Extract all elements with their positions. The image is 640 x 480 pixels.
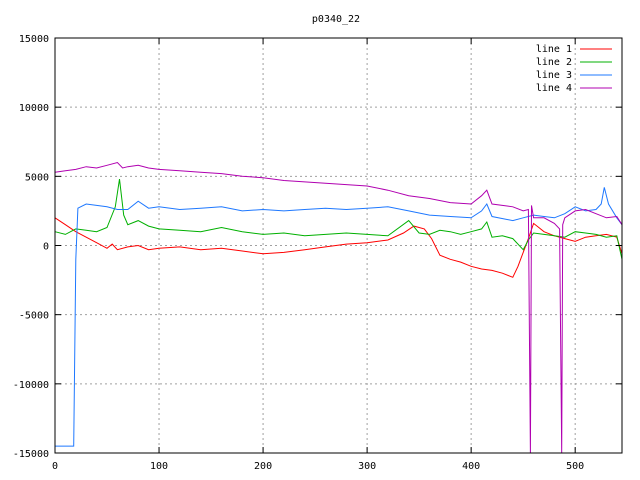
legend-label: line 1 [536,44,572,55]
axis-ticks: -15000 -10000 -5000 0 5000 10000 15000 0 100 200 3… [13,34,622,472]
legend-label: line 3 [536,70,572,81]
x-tick-label: 100 [150,461,168,472]
y-tick-label: 10000 [19,103,49,114]
x-tick-label: 400 [462,461,480,472]
y-tick-label: 15000 [19,34,49,45]
series-line-4 [54,161,623,454]
chart-title: p0340_22 [312,14,360,25]
series-line-3 [55,187,623,447]
legend-label: line 2 [536,57,572,68]
grid-lines [55,38,622,453]
y-tick-label: 5000 [25,172,49,183]
x-tick-label: 0 [52,461,58,472]
series-lines [54,161,623,454]
y-tick-label: -10000 [13,380,49,391]
legend: line 1 line 2 line 3 line 4 [536,44,612,94]
x-tick-label: 300 [358,461,376,472]
y-tick-label: 0 [43,242,49,253]
x-tick-label: 500 [566,461,584,472]
x-tick-label: 200 [254,461,272,472]
y-tick-label: -5000 [19,311,49,322]
y-tick-label: -15000 [13,449,49,460]
legend-label: line 4 [536,83,572,94]
